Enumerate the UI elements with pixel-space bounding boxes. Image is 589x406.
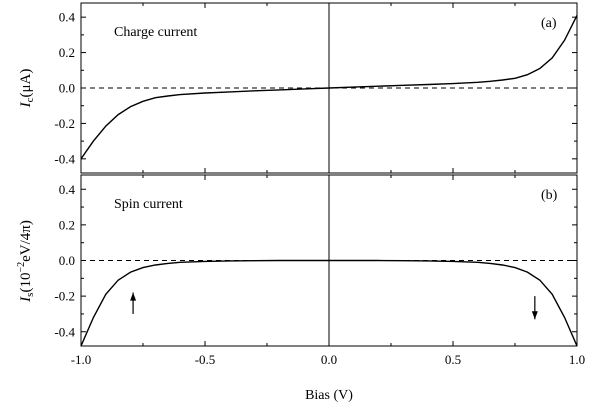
panel-annotation: Charge current xyxy=(114,25,197,40)
x-tick-label: -0.5 xyxy=(195,352,216,367)
panel-spin-current: -0.4 -0.2 0.0 0.2 0.4 -1.0 -0.5 0.0 0.5 1.0 Spin c… xyxy=(54,174,585,367)
y-tick-label: -0.2 xyxy=(54,289,75,304)
x-tick-label: 0.5 xyxy=(445,352,461,367)
y-tick-label: -0.2 xyxy=(54,116,75,131)
y-tick-label: 0.2 xyxy=(59,217,75,232)
x-tick-label: -1.0 xyxy=(71,352,92,367)
series-line xyxy=(81,15,577,160)
y-tick-label: 0.2 xyxy=(59,45,75,60)
y-tick-label: -0.4 xyxy=(54,151,75,166)
x-axis-title: Bias (V) xyxy=(305,388,353,403)
arrow-head-up xyxy=(130,292,137,301)
y-tick-label: -0.4 xyxy=(54,324,75,339)
y-axis-title-spin: Is(10−2eV/4π) xyxy=(16,220,36,303)
x-tick-label: 1.0 xyxy=(569,352,585,367)
panel-label: (b) xyxy=(541,188,558,203)
y-axis-title-charge: Ic(μA) xyxy=(18,69,36,109)
panel-annotation: Spin current xyxy=(114,197,183,212)
arrow-head-down xyxy=(531,311,538,320)
y-tick-label: 0.0 xyxy=(59,81,75,96)
y-tick-label: 0.0 xyxy=(59,253,75,268)
panel-label: (a) xyxy=(541,16,557,31)
y-tick-label: 0.4 xyxy=(59,182,76,197)
series-line xyxy=(81,259,577,346)
y-tick-label: 0.4 xyxy=(59,10,76,25)
x-tick-label: 0.0 xyxy=(321,352,337,367)
panel-charge-current: -0.4 -0.2 0.0 0.2 0.4 Charge current (a) xyxy=(54,2,578,174)
